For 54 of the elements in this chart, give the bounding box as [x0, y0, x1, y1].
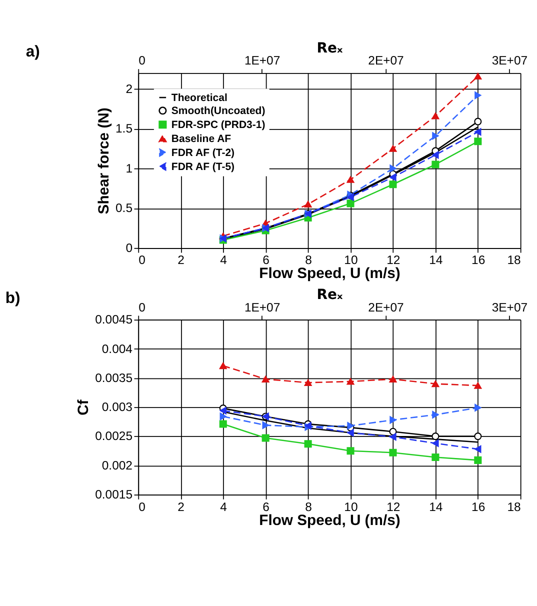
x-tick-label: 14 [429, 500, 443, 514]
x-tick-label: 4 [220, 253, 228, 268]
x-tick-label: 0 [138, 253, 146, 268]
x-tick-label: 2 [178, 253, 185, 268]
x2-tick-label: 0 [138, 54, 146, 68]
legend-label: Baseline AF [171, 134, 232, 146]
legend-label: FDR AF (T-5) [171, 162, 235, 174]
x-axis-title: Flow Speed, U (m/s) [259, 512, 400, 529]
x-tick-label: 2 [178, 500, 185, 514]
legend-label: FDR AF (T-2) [171, 148, 235, 160]
y-tick-label: 1 [126, 161, 133, 176]
x2-tick-label: 1E+07 [244, 54, 280, 68]
x2-tick-label: 1E+07 [244, 300, 280, 314]
x2-axis-title: Reₓ [316, 40, 343, 56]
y-axis-title: Cf [76, 400, 92, 416]
y-tick-label: 0.0045 [95, 312, 133, 327]
x-axis-title: Flow Speed, U (m/s) [259, 266, 400, 282]
x-tick-label: 16 [472, 500, 486, 514]
y-tick-label: 0.0015 [95, 488, 133, 502]
x-tick-label: 6 [262, 253, 270, 268]
legend-label: Smooth(Uncoated) [171, 106, 266, 118]
x-tick-label: 18 [507, 500, 522, 514]
x-tick-label: 8 [305, 500, 312, 514]
y-axis-title: Shear force (N) [96, 108, 112, 214]
x-tick-label: 18 [507, 253, 522, 268]
y-tick-label: 0.0025 [95, 429, 133, 444]
x2-tick-label: 0 [138, 300, 146, 314]
y-tick-label: 1.5 [115, 122, 133, 136]
y-tick-label: 0.002 [102, 458, 133, 472]
x-tick-label: 16 [472, 253, 486, 268]
text: b) [5, 290, 20, 308]
y-tick-label: 0.003 [102, 400, 133, 414]
x-tick-label: 12 [386, 500, 400, 514]
x2-tick-label: 3E+07 [492, 54, 528, 68]
x2-tick-label: 2E+07 [368, 300, 404, 314]
chart-title: a) [26, 43, 40, 60]
x2-axis-title: Reₓ [316, 287, 343, 304]
y-tick-label: 0 [126, 240, 133, 255]
y-tick-label: 0.004 [102, 342, 133, 356]
y-tick-label: 0.0035 [95, 370, 133, 385]
x-tick-label: 10 [344, 253, 358, 268]
y-tick-label: 0.5 [115, 201, 133, 216]
x-tick-label: 0 [138, 500, 146, 514]
x-tick-label: 8 [305, 253, 312, 268]
x-tick-label: 14 [429, 253, 443, 268]
x2-tick-label: 3E+07 [492, 300, 528, 314]
legend-label: FDR-SPC (PRD3-1) [171, 120, 266, 132]
x-tick-label: 6 [262, 500, 270, 514]
x2-tick-label: 2E+07 [368, 54, 404, 68]
x-tick-label: 10 [344, 500, 358, 514]
x-tick-label: 12 [386, 253, 400, 268]
x-tick-label: 4 [220, 500, 228, 514]
y-tick-label: 2 [126, 82, 133, 96]
legend-label: Theoretical [171, 93, 228, 104]
